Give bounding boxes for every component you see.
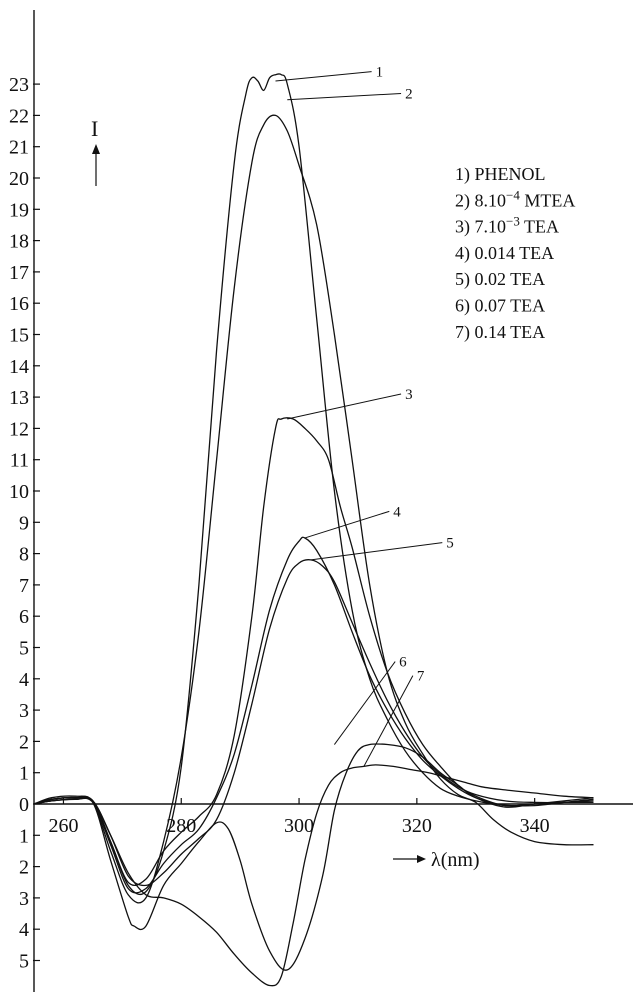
y-tick-label: 9: [19, 512, 29, 534]
legend-item: 7) 0.14 TEA: [455, 322, 545, 343]
series-4-line: [34, 536, 594, 894]
legend-item-name: 0.14 TEA: [475, 322, 546, 342]
curve-leader-lines: [275, 71, 443, 767]
series-5-leader: [310, 542, 443, 561]
series-7-label: 7: [417, 669, 425, 685]
y-tick-label: 2: [19, 857, 29, 879]
y-tick-label: 16: [9, 293, 29, 315]
curves: [34, 73, 594, 987]
y-tick-label: 17: [9, 262, 29, 284]
y-tick-label: 12: [9, 418, 29, 440]
y-axis-label-text: I: [91, 116, 98, 141]
y-tick-label: 3: [19, 700, 29, 722]
y-tick-label: 3: [19, 888, 29, 910]
legend-item-number: 5): [455, 269, 475, 290]
legend-item-name: 0.014 TEA: [475, 243, 555, 263]
series-6-label: 6: [399, 655, 407, 671]
legend-item: 1) PHENOL: [455, 164, 546, 185]
x-tick-label: 300: [284, 815, 314, 837]
series-1-leader: [275, 71, 372, 82]
legend-item-name: 7.10: [475, 217, 507, 237]
series-2-label: 2: [405, 86, 413, 102]
legend-item: 6) 0.07 TEA: [455, 296, 545, 317]
y-tick-label: 22: [9, 105, 29, 127]
legend-item: 2) 8.10−4 MTEA: [455, 187, 575, 211]
legend-item-number: 1): [455, 164, 475, 185]
series-5-label: 5: [446, 536, 454, 552]
series-5-line: [34, 559, 594, 887]
legend-item-name: 0.07 TEA: [475, 296, 546, 316]
y-tick-label: 18: [9, 231, 29, 253]
y-tick-label: 11: [10, 450, 29, 472]
y-axis-arrowhead-icon: [92, 144, 100, 154]
y-tick-label: 6: [19, 606, 29, 628]
legend-item-suffix: MTEA: [520, 190, 576, 210]
y-tick-label: 10: [9, 481, 29, 503]
series-3-label: 3: [405, 387, 413, 403]
y-tick-label: 21: [9, 137, 29, 159]
legend-item-number: 6): [455, 296, 475, 317]
y-tick-label: 4: [19, 669, 29, 691]
y-tick-label: 4: [19, 919, 29, 941]
legend-item-name: PHENOL: [475, 164, 546, 184]
legend-item-exponent: −3: [506, 214, 520, 229]
x-axis-label: λ(nm): [393, 849, 480, 871]
legend-item-exponent: −4: [506, 187, 520, 202]
y-tick-label: 1: [19, 825, 29, 847]
legend-item-number: 4): [455, 243, 475, 264]
legend-item-name: 8.10: [475, 190, 507, 210]
legend-item-number: 3): [455, 217, 475, 238]
x-tick-label: 320: [402, 815, 432, 837]
y-tick-label: 14: [9, 356, 29, 378]
y-axis-label: I: [91, 116, 100, 186]
legend-item: 5) 0.02 TEA: [455, 269, 545, 290]
x-tick-label: 340: [520, 815, 550, 837]
y-tick-label: 15: [9, 325, 29, 347]
series-6-line: [34, 743, 594, 971]
y-axis-ticks: 5432101234567891011121314151617181920212…: [9, 74, 40, 973]
series-4-label: 4: [393, 504, 401, 520]
legend-item-number: 7): [455, 322, 475, 343]
series-4-leader: [304, 510, 390, 539]
curve-labels: 1 2 3 4 5 67: [376, 65, 454, 685]
y-tick-label: 13: [9, 387, 29, 409]
series-7-line: [34, 764, 594, 987]
legend-item-name: 0.02 TEA: [475, 269, 546, 289]
y-tick-label: 19: [9, 199, 29, 221]
series-2-line: [34, 114, 594, 904]
x-tick-label: 260: [48, 815, 78, 837]
x-axis-label-text: λ(nm): [431, 849, 480, 871]
y-tick-label: 23: [9, 74, 29, 96]
legend-item-suffix: TEA: [520, 217, 559, 237]
y-tick-label: 8: [19, 544, 29, 566]
y-tick-label: 7: [19, 575, 29, 597]
series-1-label: 1: [376, 65, 384, 81]
legend-item: 3) 7.10−3 TEA: [455, 214, 559, 238]
series-7-leader: [363, 675, 414, 767]
x-axis-arrowhead-icon: [417, 855, 426, 863]
y-tick-label: 1: [19, 763, 29, 785]
legend-item-number: 2): [455, 190, 475, 211]
x-tick-label: 280: [166, 815, 196, 837]
series-6-leader: [333, 661, 396, 745]
y-tick-label: 2: [19, 731, 29, 753]
legend-item: 4) 0.014 TEA: [455, 243, 554, 264]
y-tick-label: 5: [19, 951, 29, 973]
y-tick-label: 20: [9, 168, 29, 190]
y-tick-label: 0: [19, 794, 29, 816]
axes: [33, 10, 633, 992]
x-axis-ticks: 260 280 300 320 340: [48, 798, 550, 837]
series-3-leader: [287, 393, 402, 420]
y-tick-label: 5: [19, 638, 29, 660]
series-2-leader: [287, 92, 402, 101]
